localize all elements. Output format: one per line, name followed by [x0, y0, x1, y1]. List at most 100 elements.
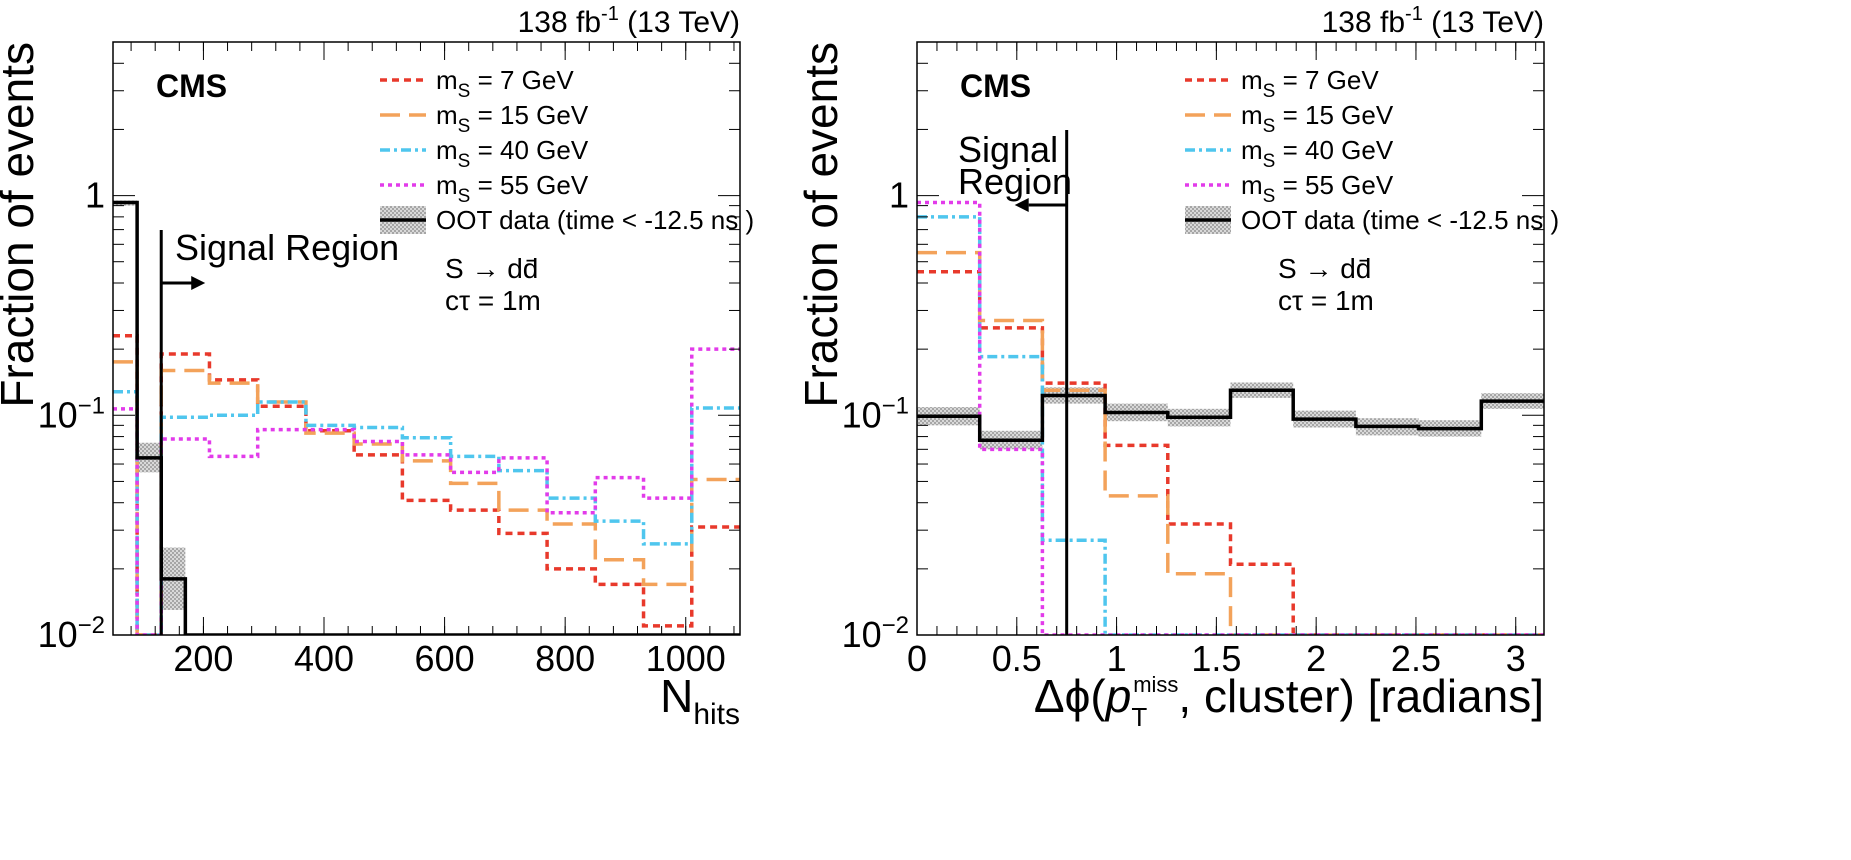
legend-label-subscript: S [1263, 81, 1276, 102]
x-tick-label: 800 [535, 638, 595, 679]
signal-step-line-2 [917, 215, 1544, 635]
x-axis-title-rest: , cluster) [radians] [1178, 670, 1544, 722]
experiment-label: CMS [156, 68, 227, 104]
legend-label-main: m [1241, 65, 1263, 95]
legend-label-main: OOT data (time < -12.5 ns ) [1241, 205, 1559, 235]
legend-label-rest: = 55 GeV [470, 170, 588, 200]
signal-step-line-0 [917, 270, 1544, 635]
legend-label-subscript: S [458, 81, 471, 102]
legend-label: OOT data (time < -12.5 ns ) [436, 205, 754, 235]
process-label: S → dd̄ [445, 253, 538, 284]
x-axis-title-subscript: hits [693, 698, 740, 731]
y-tick-label: 1 [85, 175, 105, 216]
x-axis-title: Nhits [660, 670, 740, 731]
y-tick-exponent: −1 [78, 392, 105, 419]
x-tick-label: 1000 [646, 638, 726, 679]
legend-label-subscript: S [458, 186, 471, 207]
legend-label-main: m [1241, 170, 1263, 200]
legend-label-rest: = 7 GeV [1275, 65, 1379, 95]
legend-label-rest: = 7 GeV [470, 65, 574, 95]
legend-label-rest: = 55 GeV [1275, 170, 1393, 200]
legend-label: mS = 55 GeV [436, 170, 589, 207]
y-tick-base: 1 [889, 175, 909, 216]
lumi-suffix: (13 TeV) [1423, 6, 1544, 39]
lumi-prefix: 138 fb [518, 6, 601, 39]
signal-region-label: Signal Region [175, 227, 399, 268]
lumi-suffix: (13 TeV) [619, 6, 740, 39]
y-axis-title: Fraction of events [795, 42, 847, 408]
x-axis-title-subscript: T [1131, 702, 1147, 732]
signal-step-line-1 [917, 250, 1544, 635]
legend-label: mS = 15 GeV [436, 100, 589, 137]
legend-label: mS = 15 GeV [1241, 100, 1394, 137]
legend-label: mS = 40 GeV [1241, 135, 1394, 172]
legend-label: mS = 7 GeV [1241, 65, 1379, 102]
y-tick-label: 10−1 [38, 392, 105, 435]
experiment-label: CMS [960, 68, 1031, 104]
x-tick-label: 400 [294, 638, 354, 679]
legend-label-rest: = 40 GeV [1275, 135, 1393, 165]
y-tick-label: 10−2 [38, 612, 105, 655]
legend-label: mS = 7 GeV [436, 65, 574, 102]
luminosity-label: 138 fb-1 (13 TeV) [518, 3, 740, 39]
y-tick-base: 10 [38, 394, 78, 435]
legend-label-subscript: S [1263, 151, 1276, 172]
legend-label-main: m [436, 135, 458, 165]
x-axis-title: Δϕ(pTmiss, cluster) [radians] [1034, 670, 1544, 732]
legend-label: mS = 55 GeV [1241, 170, 1394, 207]
legend-label-rest: = 15 GeV [1275, 100, 1393, 130]
legend-label-subscript: S [458, 151, 471, 172]
x-tick-label: 1 [1107, 638, 1127, 679]
y-tick-exponent: −2 [882, 612, 909, 639]
legend-label: OOT data (time < -12.5 ns ) [1241, 205, 1559, 235]
x-tick-label: 2.5 [1391, 638, 1441, 679]
x-axis-title-main: Δϕ( [1034, 670, 1106, 722]
y-tick-base: 1 [85, 175, 105, 216]
legend-label-main: m [436, 100, 458, 130]
signal-region-arrow-head [191, 276, 206, 290]
y-tick-exponent: −2 [78, 612, 105, 639]
x-tick-label: 3 [1506, 638, 1526, 679]
x-axis-title-main: N [660, 670, 693, 722]
legend-label-subscript: S [458, 116, 471, 137]
y-tick-base: 10 [842, 614, 882, 655]
x-axis-title-vector: p [1104, 670, 1132, 722]
legend-label-rest: = 15 GeV [470, 100, 588, 130]
y-tick-exponent: −1 [882, 392, 909, 419]
legend-label-subscript: S [1263, 186, 1276, 207]
lumi-superscript: -1 [601, 3, 619, 25]
y-tick-base: 10 [38, 614, 78, 655]
y-tick-label: 1 [889, 175, 909, 216]
luminosity-label: 138 fb-1 (13 TeV) [1322, 3, 1544, 39]
x-tick-label: 600 [415, 638, 475, 679]
signal-step-line-2 [113, 389, 740, 635]
plot-frame [112, 41, 741, 636]
signal-region-arrow-head [1014, 198, 1029, 212]
signal-region-label-line1: Signal [958, 129, 1058, 170]
legend-label-main: m [1241, 135, 1263, 165]
signal-region-label-line2: Region [958, 161, 1072, 202]
legend-label-main: m [436, 65, 458, 95]
ctau-label: cτ = 1m [445, 285, 541, 316]
legend-label-main: OOT data (time < -12.5 ns ) [436, 205, 754, 235]
legend-label-rest: = 40 GeV [470, 135, 588, 165]
process-label: S → dd̄ [1278, 253, 1371, 284]
legend-label-main: m [1241, 100, 1263, 130]
plot-area [917, 200, 1544, 635]
x-tick-label: 200 [173, 638, 233, 679]
x-axis-title-superscript: miss [1133, 672, 1178, 697]
signal-step-line-3 [113, 347, 740, 635]
y-tick-label: 10−2 [842, 612, 909, 655]
y-tick-base: 10 [842, 394, 882, 435]
lumi-superscript: -1 [1405, 3, 1423, 25]
legend-label: mS = 40 GeV [436, 135, 589, 172]
y-tick-label: 10−1 [842, 392, 909, 435]
plot-frame [916, 41, 1545, 636]
x-tick-label: 1.5 [1191, 638, 1241, 679]
x-tick-label: 0.5 [992, 638, 1042, 679]
y-axis-title: Fraction of events [0, 42, 43, 408]
ctau-label: cτ = 1m [1278, 285, 1374, 316]
